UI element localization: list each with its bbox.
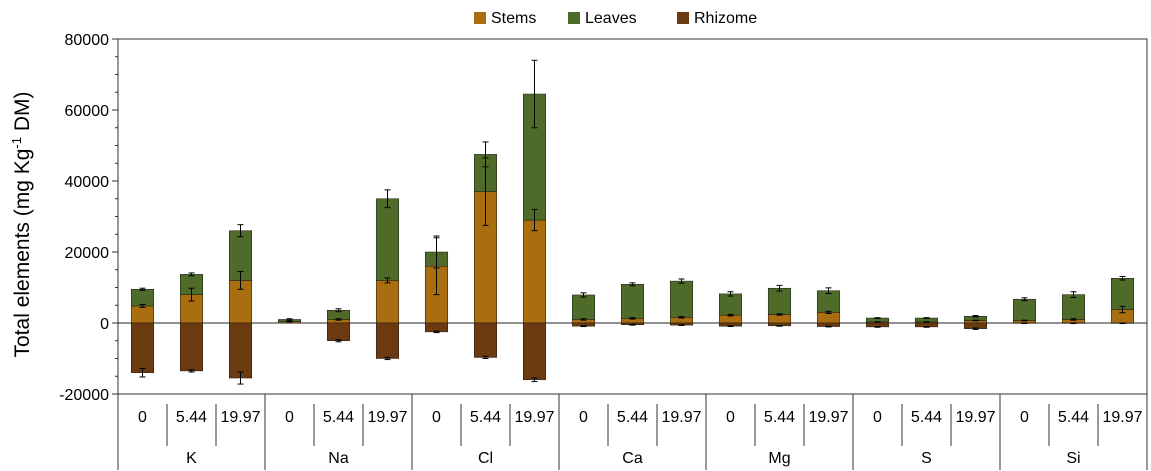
legend-item-stems: Stems bbox=[474, 10, 536, 27]
bar-rhizome bbox=[326, 322, 351, 341]
x-group-label: Na bbox=[328, 450, 349, 467]
x-subcategory-label: 19.97 bbox=[808, 409, 848, 426]
bar-leaves bbox=[767, 287, 792, 315]
x-subcategory-label: 0 bbox=[432, 409, 441, 426]
bar-leaves bbox=[571, 294, 596, 320]
bar-rhizome bbox=[375, 322, 400, 359]
bar-stems bbox=[130, 305, 155, 324]
x-subcategory-label: 0 bbox=[873, 409, 882, 426]
y-axis-title-main: Total elements (mg Kg bbox=[11, 149, 34, 358]
y-axis-title: Total elements (mg Kg-1 DM) bbox=[9, 92, 34, 358]
legend-label: Stems bbox=[491, 10, 536, 27]
bar-leaves bbox=[620, 284, 645, 319]
legend-label: Rhizome bbox=[694, 10, 757, 27]
x-group-label: K bbox=[186, 450, 197, 467]
x-subcategory-label: 5.44 bbox=[176, 409, 207, 426]
x-subcategory-label: 19.97 bbox=[955, 409, 995, 426]
bar-rhizome bbox=[424, 322, 449, 333]
legend-swatch bbox=[474, 12, 486, 24]
y-axis-title-suffix: DM) bbox=[11, 92, 34, 138]
bar-leaves bbox=[130, 289, 155, 307]
legend-swatch bbox=[677, 12, 689, 24]
y-tick-label: 60000 bbox=[65, 103, 110, 120]
bars bbox=[130, 93, 1135, 381]
y-axis-title-superscript: -1 bbox=[9, 137, 24, 149]
bar-rhizome bbox=[473, 322, 498, 358]
y-axis: -20000 0 20000 40000 60000 80000 bbox=[59, 32, 118, 404]
x-subcategory-label: 0 bbox=[138, 409, 147, 426]
bar-leaves bbox=[375, 198, 400, 281]
x-group-label: Si bbox=[1066, 450, 1080, 467]
bar-stems bbox=[767, 314, 792, 324]
bar-rhizome bbox=[228, 322, 253, 379]
plot-area-border bbox=[117, 38, 1148, 395]
x-subcategory-label: 5.44 bbox=[764, 409, 795, 426]
x-subcategory-label: 19.97 bbox=[367, 409, 407, 426]
axes-frame bbox=[117, 38, 1148, 470]
x-subcategory-label: 0 bbox=[1020, 409, 1029, 426]
y-tick-label: 0 bbox=[100, 316, 109, 333]
x-subcategory-label: 5.44 bbox=[911, 409, 942, 426]
x-axis: 0 5.44 19.97 0 5.44 19.97 0 5.44 19.97 0 5.44 19.97… bbox=[138, 409, 1143, 467]
x-subcategory-label: 5.44 bbox=[617, 409, 648, 426]
bar-stems bbox=[375, 280, 400, 324]
x-subcategory-label: 0 bbox=[579, 409, 588, 426]
x-subcategory-label: 5.44 bbox=[323, 409, 354, 426]
x-group-label: Cl bbox=[478, 450, 493, 467]
error-bars bbox=[139, 59, 1126, 385]
bar-stems bbox=[816, 312, 841, 324]
y-tick-label: -20000 bbox=[59, 387, 109, 404]
y-tick-label: 40000 bbox=[65, 174, 110, 191]
bar-leaves bbox=[1110, 278, 1135, 310]
x-subcategory-label: 19.97 bbox=[1102, 409, 1142, 426]
x-subcategory-label: 5.44 bbox=[1058, 409, 1089, 426]
bar-leaves bbox=[1061, 294, 1086, 320]
x-group-label: Mg bbox=[768, 450, 790, 467]
legend-item-leaves: Leaves bbox=[568, 10, 637, 27]
x-subcategory-label: 19.97 bbox=[514, 409, 554, 426]
bar-leaves bbox=[718, 293, 743, 316]
x-subcategory-label: 5.44 bbox=[470, 409, 501, 426]
bar-rhizome bbox=[130, 322, 155, 373]
legend-item-rhizome: Rhizome bbox=[677, 10, 757, 27]
legend-swatch bbox=[568, 12, 580, 24]
x-group-label: S bbox=[921, 450, 932, 467]
bar-stems bbox=[522, 219, 547, 324]
bar-leaves bbox=[669, 280, 694, 318]
bar-rhizome bbox=[522, 322, 547, 381]
bar-leaves bbox=[1012, 298, 1037, 321]
y-tick-label: 80000 bbox=[65, 32, 110, 49]
bar-rhizome bbox=[179, 322, 204, 372]
x-subcategory-label: 0 bbox=[285, 409, 294, 426]
x-group-label: Ca bbox=[622, 450, 643, 467]
x-subcategory-label: 19.97 bbox=[220, 409, 260, 426]
legend-label: Leaves bbox=[585, 10, 637, 27]
x-subcategory-label: 0 bbox=[726, 409, 735, 426]
x-subcategory-label: 19.97 bbox=[661, 409, 701, 426]
y-tick-label: 20000 bbox=[65, 245, 110, 262]
chart-legend: Stems Leaves Rhizome bbox=[474, 10, 757, 27]
